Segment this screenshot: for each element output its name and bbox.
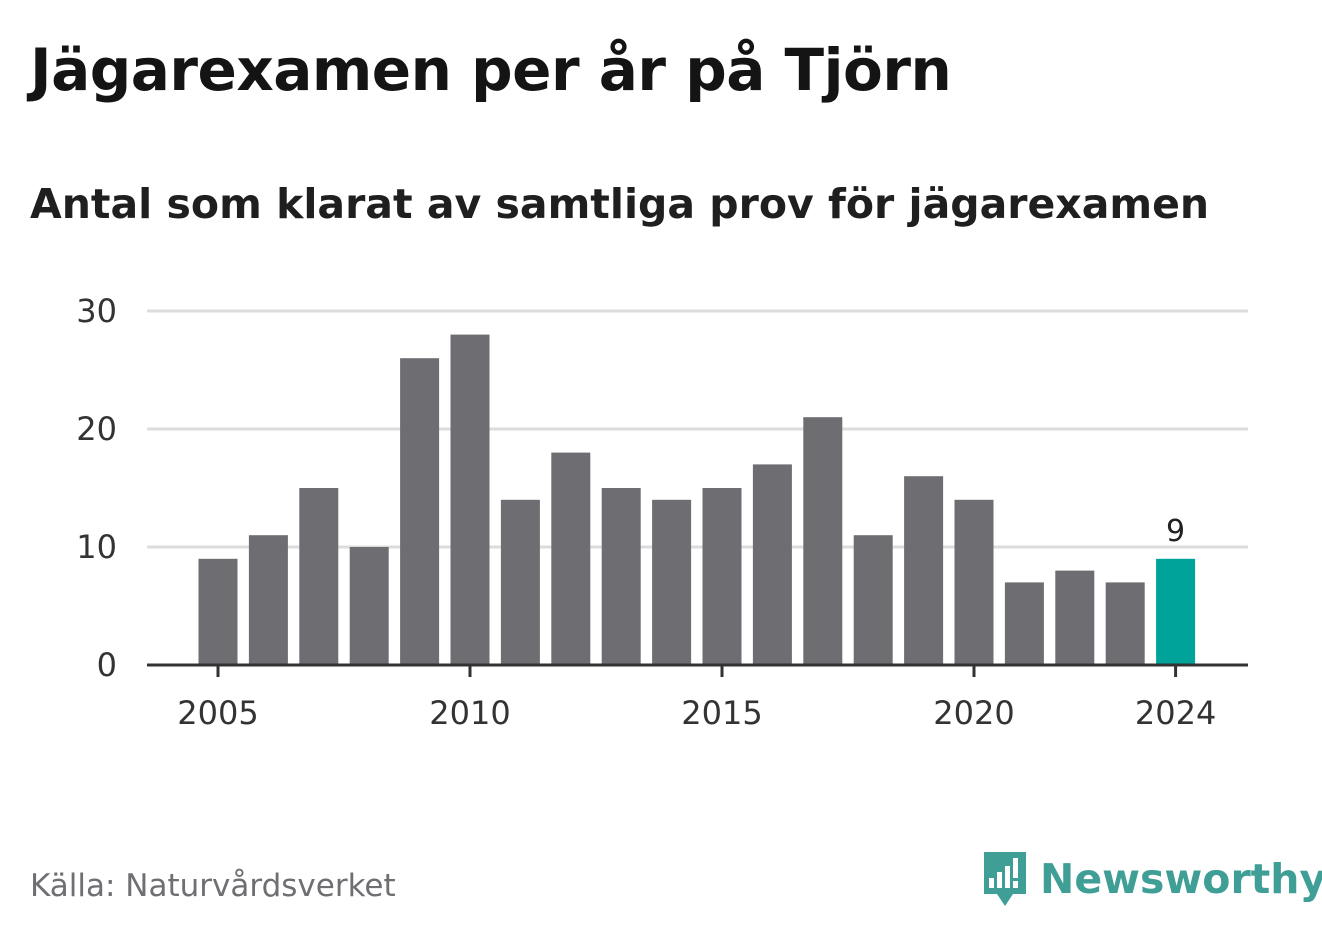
x-tick-label: 2020 xyxy=(933,694,1014,732)
bar-2019 xyxy=(904,476,944,665)
annotations: 9 xyxy=(1166,514,1185,549)
data-label-2024: 9 xyxy=(1166,514,1185,549)
y-tick-label: 10 xyxy=(76,528,117,566)
bar-2020 xyxy=(954,499,994,665)
brand-logo[interactable]: Newsworthy xyxy=(980,848,1322,910)
y-tick-label: 30 xyxy=(76,292,117,330)
chart-subtitle: Antal som klarat av samtliga prov för jä… xyxy=(30,180,1210,228)
bar-2021 xyxy=(1004,582,1044,665)
x-tick-label: 2005 xyxy=(177,694,258,732)
bar-2017 xyxy=(803,417,843,665)
bar-2006 xyxy=(248,535,288,665)
y-tick-label: 20 xyxy=(76,410,117,448)
source-note: Källa: Naturvårdsverket xyxy=(30,868,396,904)
bar-2007 xyxy=(299,488,339,665)
bar-2005 xyxy=(198,558,238,665)
bar-2013 xyxy=(601,488,641,665)
bar-2008 xyxy=(349,547,389,665)
bar-2014 xyxy=(652,499,692,665)
x-axis xyxy=(147,663,1248,677)
y-axis-labels: 0 10 20 30 xyxy=(76,292,117,684)
bar-2012 xyxy=(551,452,591,665)
x-tick-label: 2010 xyxy=(429,694,510,732)
bar-2010 xyxy=(450,334,490,665)
bar-2018 xyxy=(853,535,893,665)
brand-name: Newsworthy xyxy=(1040,855,1322,903)
bar-2023 xyxy=(1105,582,1145,665)
bar-2022 xyxy=(1055,570,1095,665)
bars xyxy=(198,334,1196,665)
x-axis-labels: 2005 2010 2015 2020 2024 xyxy=(177,694,1216,732)
bar-2024 xyxy=(1156,558,1196,665)
bar-2009 xyxy=(400,358,440,665)
chart-title: Jägarexamen per år på Tjörn xyxy=(30,36,952,104)
bar-2011 xyxy=(500,499,540,665)
x-tick-label: 2015 xyxy=(681,694,762,732)
bar-2016 xyxy=(752,464,792,665)
newsworthy-logo-icon xyxy=(984,852,1026,906)
y-tick-label: 0 xyxy=(97,646,117,684)
x-tick-label: 2024 xyxy=(1135,694,1216,732)
bar-2015 xyxy=(702,488,742,665)
